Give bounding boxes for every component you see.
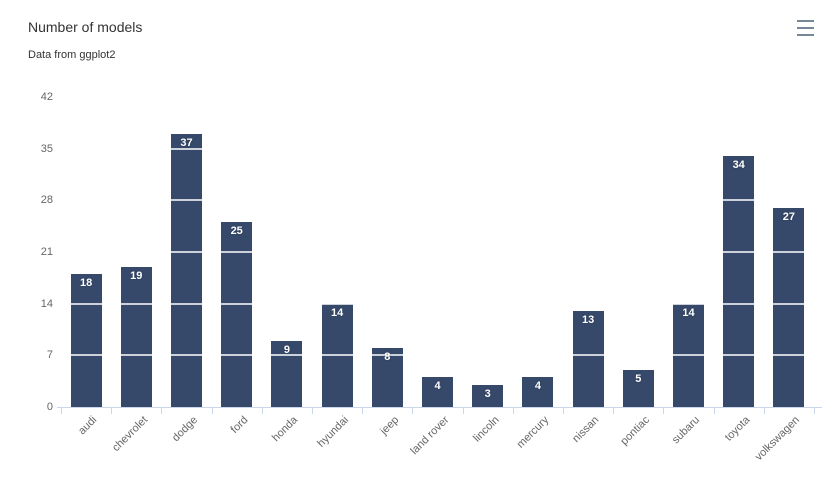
- x-axis-label-hyundai: hyundai: [314, 414, 351, 450]
- x-axis-tick: [312, 408, 313, 414]
- y-axis-label: 42: [40, 91, 53, 103]
- bar-value-label: 18: [79, 277, 93, 290]
- bar-nissan[interactable]: [572, 311, 604, 407]
- x-axis-label-dodge: dodge: [169, 414, 200, 445]
- gridline: [61, 199, 814, 202]
- bar-pontiac[interactable]: [622, 370, 654, 407]
- y-axis-label: 7: [46, 349, 53, 362]
- bar-value-label: 27: [782, 210, 796, 223]
- bar-value-label: 9: [283, 343, 290, 356]
- x-axis-tick: [663, 408, 665, 414]
- bar-lincoln[interactable]: [472, 384, 504, 407]
- bar-value-label: 8: [384, 350, 391, 363]
- x-axis-label-nissan: nissan: [570, 414, 602, 445]
- bar-audi[interactable]: [70, 274, 102, 407]
- y-axis-label: 35: [40, 142, 53, 155]
- x-axis-label-pontiac: pontiac: [618, 414, 652, 448]
- bar-value-label: 5: [635, 373, 642, 386]
- x-axis-tick: [512, 408, 514, 414]
- x-axis-tick: [713, 408, 715, 414]
- gridline: [61, 251, 814, 253]
- gridline: [61, 147, 814, 150]
- bar-volkswagen[interactable]: [773, 207, 805, 407]
- x-axis-label-mercury: mercury: [514, 414, 552, 451]
- bar-chevrolet[interactable]: [120, 266, 152, 407]
- bar-value-label: 37: [180, 136, 193, 149]
- chart-context-menu-button[interactable]: [793, 17, 819, 39]
- chart-subtitle: Data from ggplot2: [28, 49, 116, 61]
- gridline: [61, 96, 814, 98]
- gridline: [61, 354, 814, 357]
- x-axis-tick: [161, 408, 163, 414]
- x-axis-line: [57, 407, 822, 408]
- x-axis-label-lincoln: lincoln: [470, 414, 502, 445]
- x-axis-label-subaru: subaru: [669, 414, 702, 447]
- bar-value-label: 25: [230, 225, 243, 238]
- x-axis-tick: [61, 408, 62, 414]
- x-axis-label-ford: ford: [228, 414, 251, 436]
- bar-land-rover[interactable]: [422, 377, 453, 407]
- bar-value-label: 4: [534, 380, 541, 393]
- hamburger-icon: [797, 20, 814, 22]
- chart-title: Number of models: [28, 19, 143, 35]
- bar-ford[interactable]: [221, 222, 253, 407]
- x-axis-tick: [261, 408, 263, 414]
- bar-dodge[interactable]: [171, 133, 202, 407]
- bar-value-label: 19: [130, 269, 143, 282]
- bar-value-label: 4: [434, 380, 441, 393]
- x-axis-label-honda: honda: [270, 414, 301, 445]
- bar-honda[interactable]: [271, 340, 303, 407]
- bar-toyota[interactable]: [723, 156, 755, 407]
- x-axis-tick: [814, 408, 815, 414]
- gridline: [61, 302, 814, 305]
- x-axis-label-volkswagen: volkswagen: [753, 414, 803, 464]
- bar-mercury[interactable]: [522, 377, 554, 407]
- bar-value-label: 13: [581, 314, 595, 327]
- x-axis-label-land-rover: land rover: [407, 414, 451, 458]
- bar-value-label: 14: [682, 306, 695, 319]
- x-axis-label-jeep: jeep: [377, 414, 401, 438]
- hamburger-icon: [797, 27, 814, 29]
- x-axis-tick: [211, 408, 213, 414]
- y-axis-label: 14: [40, 297, 53, 310]
- bar-value-label: 14: [330, 306, 344, 319]
- y-axis-label: 21: [40, 246, 53, 258]
- x-axis-tick: [763, 408, 765, 414]
- x-axis-tick: [613, 408, 615, 414]
- x-axis-tick: [563, 408, 564, 414]
- y-axis-label: 28: [40, 194, 53, 207]
- x-axis-tick: [111, 408, 113, 414]
- x-axis-tick: [462, 408, 464, 414]
- bar-value-label: 34: [732, 159, 745, 172]
- x-axis-tick: [412, 408, 414, 414]
- bar-value-label: 3: [484, 387, 491, 400]
- x-axis-label-chevrolet: chevrolet: [109, 414, 150, 455]
- hamburger-icon: [797, 34, 814, 36]
- bar-jeep[interactable]: [371, 347, 403, 407]
- x-axis-label-audi: audi: [76, 414, 100, 438]
- x-axis-tick: [362, 408, 364, 414]
- y-axis-label: 0: [46, 401, 53, 413]
- x-axis-label-toyota: toyota: [722, 414, 753, 444]
